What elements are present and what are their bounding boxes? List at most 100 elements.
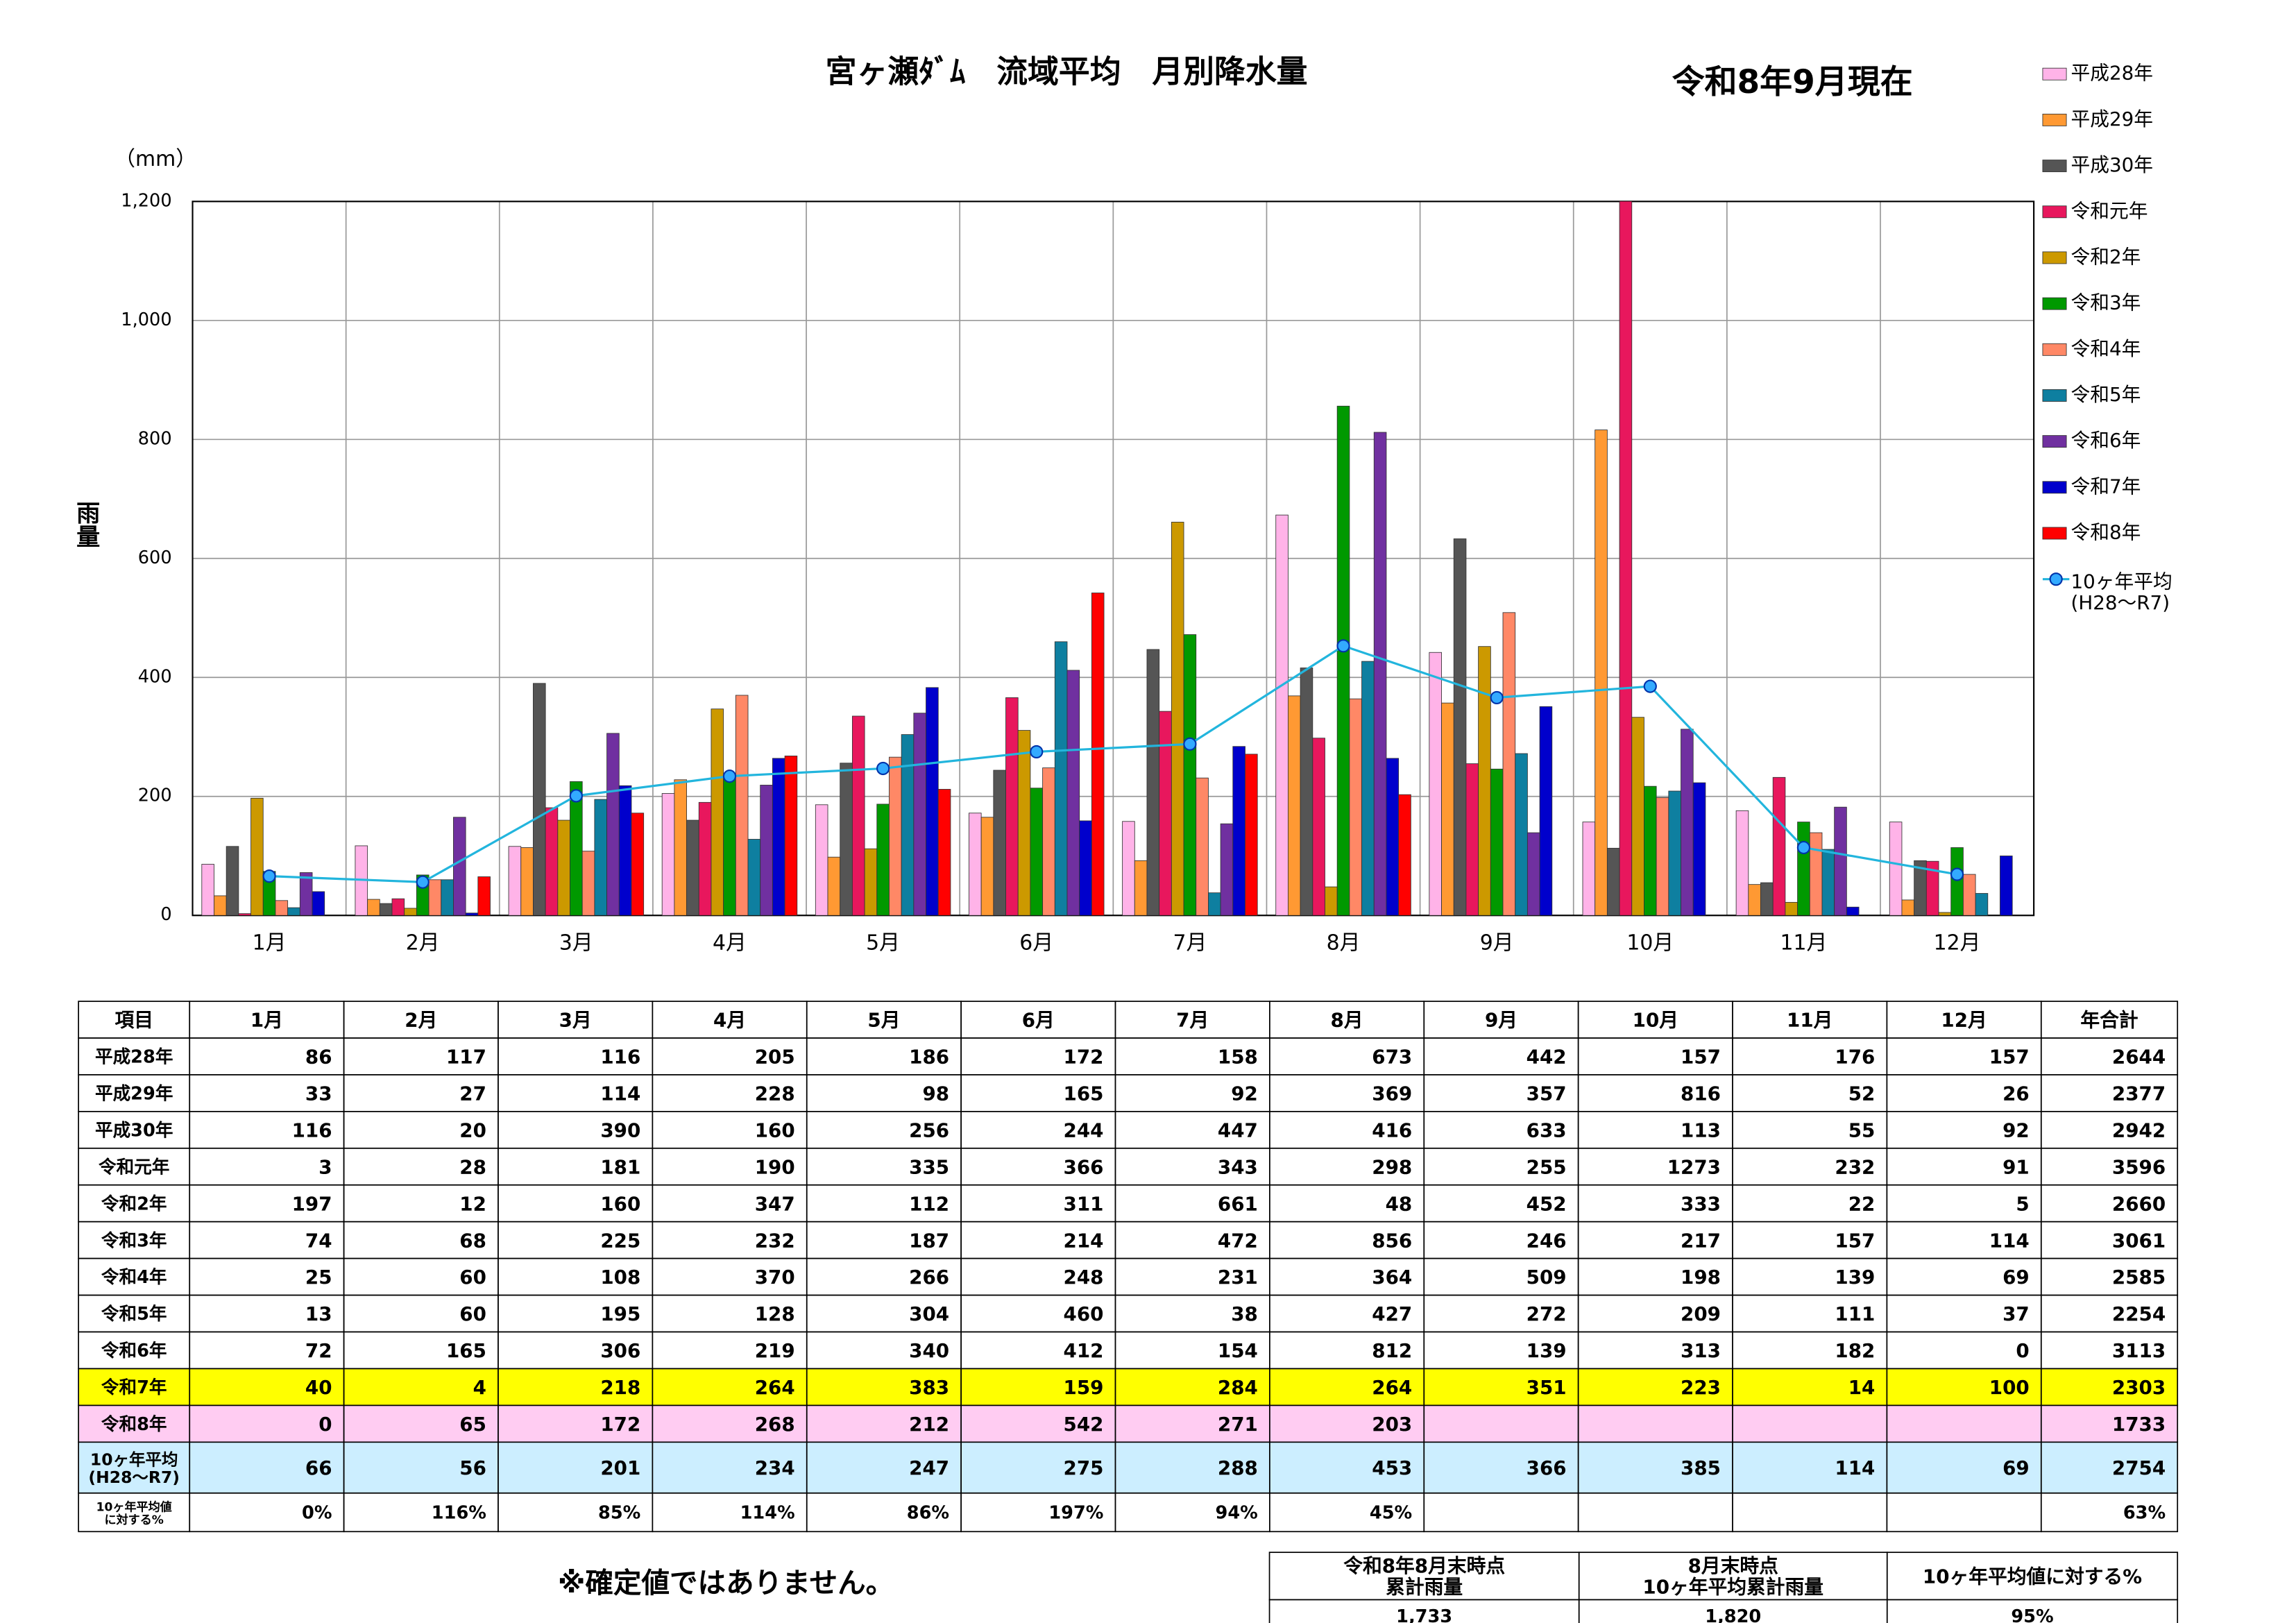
bar	[1453, 538, 1467, 916]
table-cell	[1732, 1147, 1888, 1186]
x-tick-label: 7月	[1173, 931, 1207, 955]
table-text: 55	[1848, 1119, 1876, 1141]
legend-swatch	[2042, 251, 2067, 264]
legend-swatch	[2042, 67, 2067, 80]
table-cell	[806, 1492, 962, 1533]
bar	[1692, 782, 1706, 916]
bar	[1748, 884, 1761, 916]
table-text: 12月	[1941, 1009, 1987, 1032]
table-cell	[806, 1294, 962, 1333]
table-text: 181	[600, 1155, 640, 1178]
table-text: 項目	[114, 1009, 153, 1032]
table-text: 266	[909, 1266, 949, 1289]
text-line: 累計雨量	[1386, 1576, 1463, 1599]
table-cell	[1732, 1404, 1888, 1443]
table-text: 年合計	[2080, 1009, 2138, 1032]
table-cell	[78, 1368, 191, 1407]
bar	[1017, 730, 1031, 916]
table-text: 111	[1835, 1302, 1875, 1325]
summary-value: 1,820	[1705, 1606, 1761, 1623]
table-cell	[960, 1441, 1116, 1494]
table-cell	[1269, 1331, 1425, 1370]
bar	[864, 848, 878, 916]
table-text: 333	[1681, 1192, 1721, 1215]
table-cell	[78, 1404, 191, 1443]
table-text: 令和8年	[101, 1413, 167, 1435]
table-text: 201	[600, 1456, 640, 1479]
table-text: 0	[318, 1413, 332, 1436]
table-cell	[498, 1294, 654, 1333]
bar	[674, 779, 688, 916]
bar	[1312, 738, 1325, 916]
bar	[772, 758, 785, 916]
bar	[1066, 670, 1080, 916]
legend-swatch	[2042, 297, 2067, 310]
table-text: 2644	[2112, 1046, 2166, 1069]
table-text: 232	[1835, 1155, 1875, 1178]
bar	[1275, 514, 1289, 916]
table-cell	[189, 1074, 345, 1112]
table-text: 228	[755, 1082, 795, 1105]
line-marker	[262, 869, 276, 883]
bar	[1797, 822, 1810, 916]
table-text: 108	[600, 1266, 640, 1289]
table-text: 264	[755, 1376, 795, 1399]
table-text: 197	[292, 1192, 332, 1215]
table-cell	[189, 1184, 345, 1223]
table-text: 198	[1681, 1266, 1721, 1289]
table-text: 25	[305, 1266, 332, 1289]
table-text: 28	[459, 1155, 486, 1178]
table-text: 2754	[2112, 1456, 2166, 1479]
table-text: 661	[1218, 1192, 1258, 1215]
table-cell	[1114, 1074, 1270, 1112]
bar	[980, 817, 994, 916]
table-text: 816	[1681, 1082, 1721, 1105]
table-text: 284	[1218, 1376, 1258, 1399]
bar	[1631, 717, 1644, 916]
table-text: 3061	[2112, 1229, 2166, 1252]
table-cell	[78, 1294, 191, 1333]
table-text: 197%	[1048, 1503, 1103, 1524]
table-cell	[1269, 1184, 1425, 1223]
table-cell	[1423, 1404, 1579, 1443]
table-text: 2377	[2112, 1082, 2166, 1105]
table-cell	[960, 1331, 1116, 1370]
table-cell	[1577, 1294, 1733, 1333]
table-text: 69	[2002, 1456, 2030, 1479]
bar	[1361, 661, 1375, 916]
table-cell	[1577, 1492, 1733, 1533]
summary-header: 10ヶ年平均値に対する%	[1923, 1565, 2142, 1588]
table-text: 453	[1372, 1456, 1412, 1479]
bar	[827, 856, 841, 916]
x-tick-label: 8月	[1327, 931, 1361, 955]
table-text: 平成28年	[95, 1046, 173, 1068]
table-text: 60	[459, 1302, 486, 1325]
table-cell	[652, 1074, 808, 1112]
bar	[428, 879, 442, 916]
bar	[606, 733, 620, 916]
table-text: 205	[755, 1046, 795, 1069]
table-text: 114%	[740, 1503, 795, 1524]
line-marker	[1950, 867, 1964, 881]
table-cell	[1114, 1037, 1270, 1076]
bar	[969, 813, 982, 916]
bar	[1325, 886, 1338, 916]
table-text: 176	[1835, 1046, 1875, 1069]
table-text: 11月	[1787, 1009, 1832, 1032]
bar	[1527, 832, 1540, 916]
table-text: 63%	[2123, 1503, 2166, 1524]
table-cell	[652, 1331, 808, 1370]
table-cell	[1732, 1294, 1888, 1333]
table-text: 12	[459, 1192, 486, 1215]
y-tick-label: 800	[138, 428, 172, 449]
summary-cell	[1886, 1599, 2179, 1623]
table-text: 271	[1218, 1413, 1258, 1436]
table-cell	[1577, 1404, 1733, 1443]
table-cell	[2040, 1331, 2179, 1370]
table-text: 209	[1681, 1302, 1721, 1325]
table-text: 3	[318, 1155, 332, 1178]
table-text: 172	[600, 1413, 640, 1436]
table-cell	[1423, 1001, 1579, 1039]
table-cell	[78, 1492, 191, 1533]
table-cell	[498, 1404, 654, 1443]
